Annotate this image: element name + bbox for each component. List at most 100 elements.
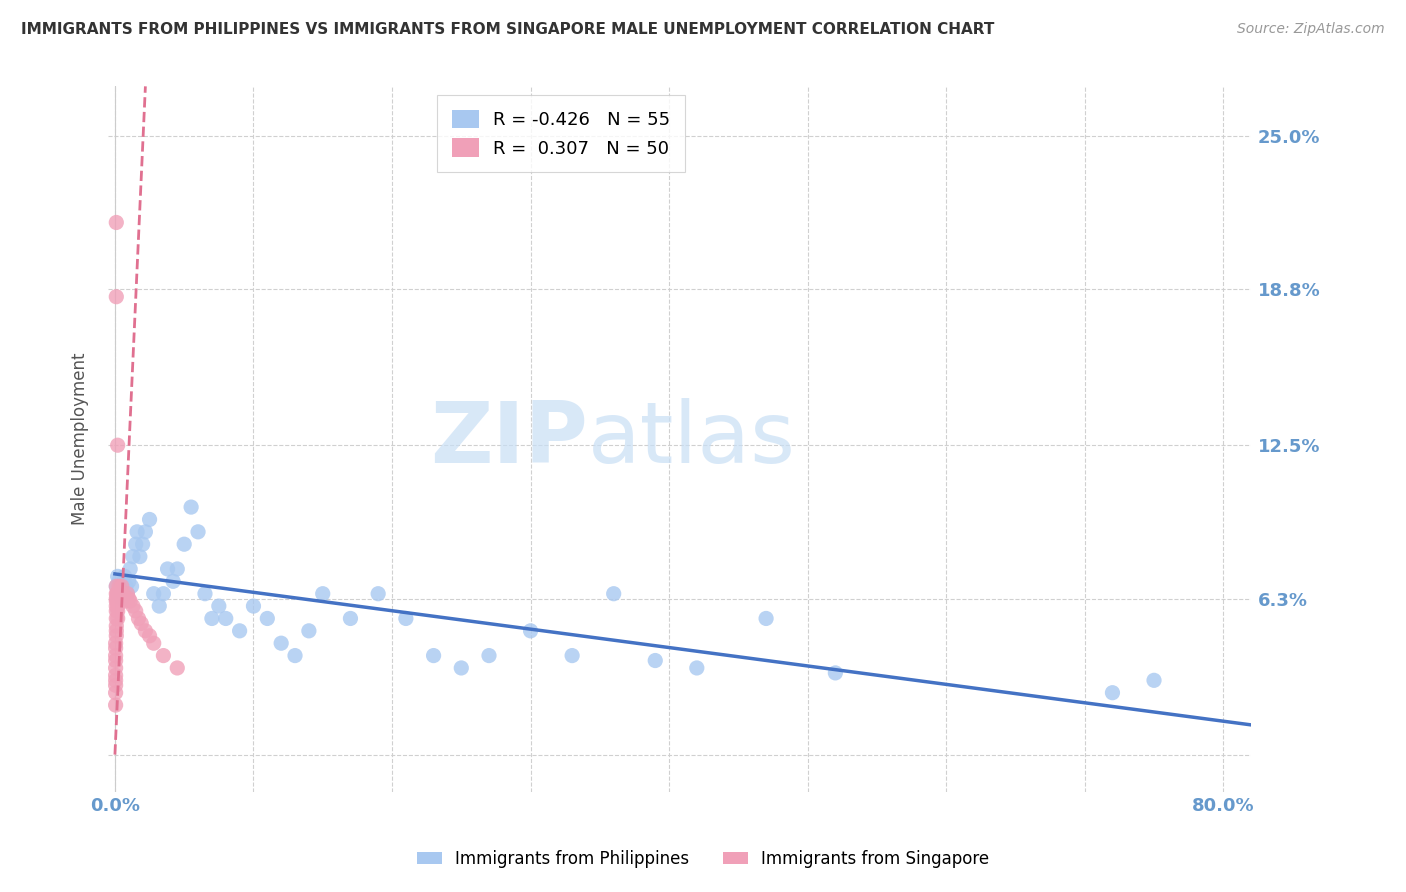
- Point: [105, 591, 128, 606]
- Point: [110, 587, 132, 601]
- Point: [111, 579, 134, 593]
- Point: [104, 668, 127, 682]
- Point: [125, 537, 148, 551]
- Point: [110, 579, 132, 593]
- Point: [105, 587, 128, 601]
- Point: [107, 599, 129, 613]
- Point: [105, 215, 128, 229]
- Point: [122, 549, 145, 564]
- Point: [602, 587, 624, 601]
- Point: [108, 579, 131, 593]
- Point: [339, 611, 361, 625]
- Point: [115, 579, 138, 593]
- Point: [478, 648, 501, 663]
- Point: [142, 636, 165, 650]
- Point: [105, 579, 128, 593]
- Point: [125, 524, 148, 539]
- Text: atlas: atlas: [588, 398, 796, 481]
- Point: [110, 591, 132, 606]
- Point: [134, 624, 156, 638]
- Point: [107, 587, 129, 601]
- Point: [824, 665, 846, 680]
- Point: [108, 591, 131, 606]
- Point: [117, 587, 139, 601]
- Point: [194, 587, 217, 601]
- Point: [105, 587, 128, 601]
- Point: [312, 587, 335, 601]
- Point: [127, 611, 149, 625]
- Point: [450, 661, 472, 675]
- Text: Source: ZipAtlas.com: Source: ZipAtlas.com: [1237, 22, 1385, 37]
- Point: [107, 591, 129, 606]
- Point: [122, 599, 145, 613]
- Point: [187, 524, 209, 539]
- Point: [105, 591, 128, 606]
- Point: [105, 579, 128, 593]
- Point: [284, 648, 307, 663]
- Point: [1143, 673, 1166, 688]
- Point: [367, 587, 389, 601]
- Point: [422, 648, 444, 663]
- Point: [128, 549, 150, 564]
- Point: [104, 654, 127, 668]
- Point: [105, 604, 128, 618]
- Point: [104, 678, 127, 692]
- Point: [134, 524, 156, 539]
- Point: [121, 579, 143, 593]
- Point: [148, 599, 170, 613]
- Point: [108, 587, 131, 601]
- Point: [125, 604, 148, 618]
- Point: [112, 587, 135, 601]
- Point: [131, 537, 153, 551]
- Point: [166, 562, 188, 576]
- Point: [142, 587, 165, 601]
- Point: [242, 599, 264, 613]
- Point: [112, 587, 135, 601]
- Point: [519, 624, 541, 638]
- Point: [215, 611, 238, 625]
- Point: [561, 648, 583, 663]
- Point: [1101, 686, 1123, 700]
- Point: [686, 661, 709, 675]
- Point: [208, 599, 231, 613]
- Point: [644, 654, 666, 668]
- Point: [107, 569, 129, 583]
- Point: [114, 591, 136, 606]
- Point: [138, 512, 160, 526]
- Point: [104, 686, 127, 700]
- Point: [117, 587, 139, 601]
- Point: [156, 562, 179, 576]
- Legend: R = -0.426   N = 55, R =  0.307   N = 50: R = -0.426 N = 55, R = 0.307 N = 50: [437, 95, 685, 172]
- Legend: Immigrants from Philippines, Immigrants from Singapore: Immigrants from Philippines, Immigrants …: [411, 844, 995, 875]
- Point: [107, 438, 129, 452]
- Point: [105, 629, 128, 643]
- Point: [118, 591, 141, 606]
- Point: [270, 636, 292, 650]
- Point: [114, 569, 136, 583]
- Point: [112, 591, 135, 606]
- Point: [105, 611, 128, 625]
- Point: [105, 619, 128, 633]
- Point: [105, 594, 128, 608]
- Point: [120, 562, 142, 576]
- Point: [107, 611, 129, 625]
- Point: [162, 574, 184, 589]
- Point: [105, 599, 128, 613]
- Point: [395, 611, 418, 625]
- Point: [201, 611, 224, 625]
- Point: [104, 661, 127, 675]
- Point: [152, 587, 174, 601]
- Point: [111, 591, 134, 606]
- Point: [256, 611, 278, 625]
- Point: [298, 624, 321, 638]
- Point: [173, 537, 195, 551]
- Point: [107, 604, 129, 618]
- Point: [152, 648, 174, 663]
- Point: [755, 611, 778, 625]
- Point: [105, 624, 128, 638]
- Point: [104, 641, 127, 656]
- Y-axis label: Male Unemployment: Male Unemployment: [72, 352, 89, 525]
- Point: [115, 594, 138, 608]
- Point: [104, 673, 127, 688]
- Point: [138, 629, 160, 643]
